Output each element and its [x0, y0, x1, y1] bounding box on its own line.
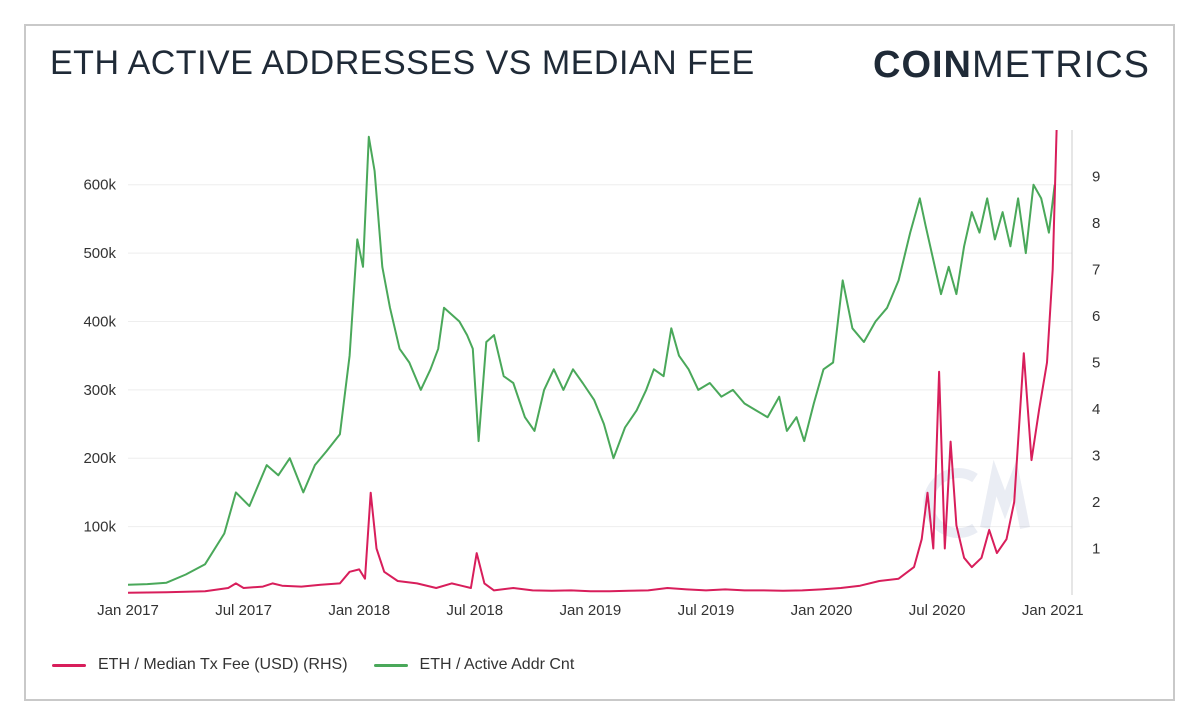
y-left-tick-label: 600k: [83, 177, 116, 194]
x-axis: Jan 2017 Jul 2017 Jan 2018 Jul 2018 Jan 2019…: [97, 602, 1083, 619]
coinmetrics-logo: COINMETRICS: [873, 44, 1150, 87]
logo-bold-text: COIN: [873, 44, 972, 86]
legend-label-fee: ETH / Median Tx Fee (USD) (RHS): [98, 656, 348, 673]
x-tick-label: Jul 2018: [446, 602, 503, 619]
y-right-tick-label: 3: [1092, 448, 1100, 465]
legend: ETH / Median Tx Fee (USD) (RHS) ETH / Ac…: [52, 656, 600, 674]
y-left-tick-label: 100k: [83, 519, 116, 536]
x-tick-label: Jan 2019: [560, 602, 622, 619]
series-line-active-addresses: [127, 135, 1056, 586]
y-left-tick-label: 400k: [83, 313, 116, 330]
chart-frame: [24, 24, 1175, 701]
gridlines: [128, 184, 1072, 528]
x-tick-label: Jul 2017: [215, 602, 272, 619]
y-right-tick-label: 2: [1092, 494, 1100, 511]
legend-swatch-addr: [373, 663, 408, 667]
logo-light-text: METRICS: [972, 44, 1150, 86]
y-right-tick-label: 4: [1092, 401, 1100, 418]
right-y-axis: 1 2 3 4 5 6 7 8 9: [1071, 130, 1100, 595]
left-y-axis: 100k 200k 300k 400k 500k 600k: [83, 177, 116, 536]
x-tick-label: Jul 2020: [909, 602, 966, 619]
y-left-tick-label: 500k: [83, 245, 116, 262]
chart-title: ETH ACTIVE ADDRESSES VS MEDIAN FEE: [50, 44, 755, 82]
x-tick-label: Jan 2021: [1022, 602, 1084, 619]
x-tick-label: Jan 2018: [328, 602, 390, 619]
legend-label-addr: ETH / Active Addr Cnt: [419, 656, 575, 673]
legend-item-fee[interactable]: ETH / Median Tx Fee (USD) (RHS): [52, 656, 348, 674]
x-tick-label: Jul 2019: [678, 602, 735, 619]
y-right-tick-label: 7: [1092, 262, 1100, 279]
series-lines: [127, 129, 1058, 594]
legend-item-addr[interactable]: ETH / Active Addr Cnt: [373, 656, 575, 674]
legend-swatch-fee: [52, 663, 86, 667]
y-left-tick-label: 200k: [83, 450, 116, 467]
series-line-median-fee: [127, 129, 1058, 594]
x-tick-label: Jan 2017: [97, 602, 159, 619]
y-right-tick-label: 6: [1092, 308, 1100, 325]
y-right-tick-label: 1: [1092, 541, 1100, 558]
y-left-tick-label: 300k: [83, 382, 116, 399]
y-right-tick-label: 9: [1092, 169, 1100, 186]
y-right-tick-label: 8: [1092, 215, 1100, 232]
watermark-m-shape: [980, 459, 1030, 529]
x-tick-label: Jan 2020: [791, 602, 853, 619]
y-right-tick-label: 5: [1092, 355, 1100, 372]
